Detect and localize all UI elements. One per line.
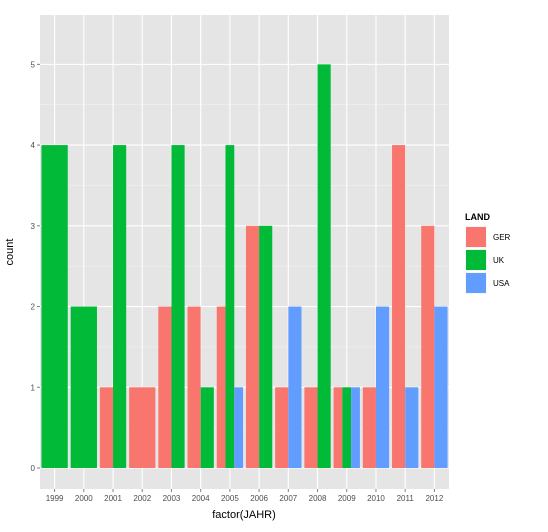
x-tick-label: 2010 <box>367 494 385 503</box>
legend-key-ger <box>466 227 486 247</box>
bar-ger-2010 <box>362 387 376 468</box>
bar-usa-2005 <box>234 387 244 468</box>
bar-usa-2011 <box>405 387 419 468</box>
bar-usa-2012 <box>434 306 448 468</box>
x-tick-label: 2012 <box>425 494 443 503</box>
x-axis-title: factor(JAHR) <box>212 509 276 521</box>
y-tick-label: 0 <box>31 464 36 473</box>
y-tick-label: 2 <box>31 303 36 312</box>
x-tick-label: 2011 <box>397 494 415 503</box>
bar-ger-2011 <box>392 145 406 468</box>
bar-ger-2005 <box>216 306 226 468</box>
legend-label-uk: UK <box>493 256 505 265</box>
bars <box>41 64 448 468</box>
legend: LAND GER UK USA <box>464 212 511 295</box>
x-tick-label: 2005 <box>221 494 239 503</box>
x-tick-label: 2003 <box>163 494 181 503</box>
bar-ger-2008 <box>304 387 318 468</box>
bar-ger-2003 <box>158 306 172 468</box>
y-axis: 0 1 2 3 4 5 <box>31 60 40 473</box>
x-tick-label: 2000 <box>75 494 93 503</box>
x-tick-label: 1999 <box>46 494 64 503</box>
legend-title: LAND <box>465 212 490 222</box>
legend-label-usa: USA <box>493 279 510 288</box>
bar-ger-2004 <box>187 306 201 468</box>
y-axis-title: count <box>4 239 16 266</box>
bar-usa-2010 <box>375 306 390 468</box>
x-tick-label: 2004 <box>192 494 210 503</box>
bar-ger-2009 <box>333 387 343 468</box>
x-tick-label: 2001 <box>104 494 122 503</box>
bar-ger-2002 <box>129 387 156 468</box>
bar-usa-2007 <box>288 306 302 468</box>
x-tick-label: 2007 <box>279 494 297 503</box>
bar-uk-1999 <box>41 145 68 468</box>
x-tick-label: 2006 <box>250 494 268 503</box>
bar-ger-2012 <box>421 225 435 468</box>
y-tick-label: 4 <box>31 141 36 150</box>
bar-uk-2000 <box>70 306 97 468</box>
y-tick-label: 1 <box>31 383 36 392</box>
bar-uk-2006 <box>259 225 273 468</box>
bar-uk-2009 <box>342 387 352 468</box>
x-tick-label: 2002 <box>133 494 151 503</box>
x-tick-label: 2008 <box>309 494 327 503</box>
bar-uk-2004 <box>200 387 214 468</box>
bar-ger-2001 <box>99 387 114 468</box>
bar-uk-2001 <box>113 145 127 468</box>
bar-ger-2006 <box>245 225 260 468</box>
bar-usa-2009 <box>351 387 360 468</box>
y-tick-label: 3 <box>31 222 36 231</box>
legend-key-uk <box>466 250 486 270</box>
bar-uk-2005 <box>225 145 235 468</box>
bar-uk-2003 <box>171 145 185 468</box>
bar-ger-2007 <box>275 387 289 468</box>
y-tick-label: 5 <box>31 60 36 69</box>
x-tick-label: 2009 <box>338 494 356 503</box>
legend-label-ger: GER <box>493 233 511 242</box>
bar-uk-2008 <box>317 64 331 468</box>
legend-entries: GER UK USA <box>464 225 511 295</box>
legend-key-usa <box>466 273 486 293</box>
x-axis: 1999 2000 2001 2002 2003 2004 2005 2006 2007 2008… <box>46 489 444 503</box>
